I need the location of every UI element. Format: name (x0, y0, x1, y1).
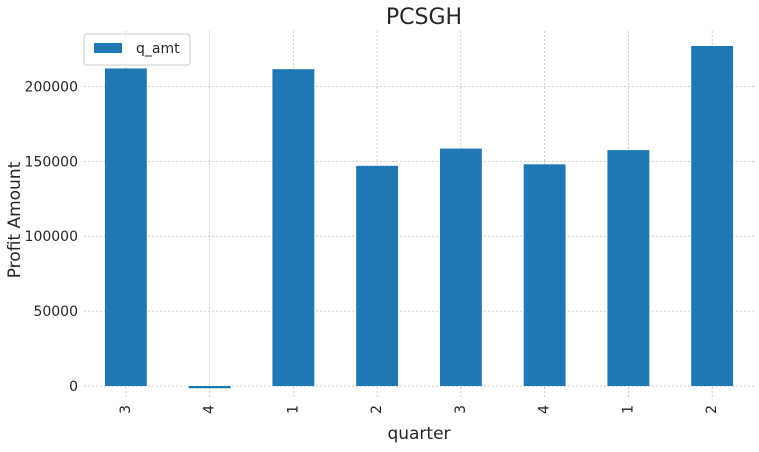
x-tick-label: 3 (118, 405, 134, 414)
bar-1 (188, 386, 231, 389)
y-tick-label: 100000 (25, 229, 78, 245)
bars (104, 45, 734, 389)
legend-label: q_amt (136, 41, 180, 57)
bar-7 (691, 45, 734, 387)
y-tick-label: 50000 (33, 304, 78, 320)
y-tick-label: 0 (69, 379, 78, 395)
x-tick-label: 4 (202, 405, 218, 414)
bar-5 (523, 164, 566, 387)
y-tick-labels: 0 50000 100000 150000 200000 (25, 79, 78, 395)
bar-6 (607, 150, 650, 387)
bar-4 (439, 148, 482, 387)
x-tick-labels: 3 4 1 2 3 4 1 2 (118, 405, 720, 414)
bar-2 (272, 69, 315, 387)
x-axis-label: quarter (387, 424, 450, 444)
x-tick-label: 4 (537, 405, 553, 414)
legend-swatch (94, 43, 122, 53)
y-tick-label: 150000 (25, 154, 78, 170)
bar-3 (356, 165, 399, 387)
legend: q_amt (83, 33, 191, 66)
x-tick-label: 2 (704, 405, 720, 414)
x-tick-label: 1 (285, 405, 301, 414)
y-tick-label: 200000 (25, 79, 78, 95)
x-tick-label: 2 (369, 405, 385, 414)
y-axis-label: Profit Amount (5, 161, 25, 278)
x-tick-label: 3 (453, 405, 469, 414)
x-tick-label: 1 (620, 405, 636, 414)
bar-0 (104, 68, 147, 387)
legend-frame (83, 33, 191, 66)
chart-title: PCSGH (386, 5, 462, 30)
